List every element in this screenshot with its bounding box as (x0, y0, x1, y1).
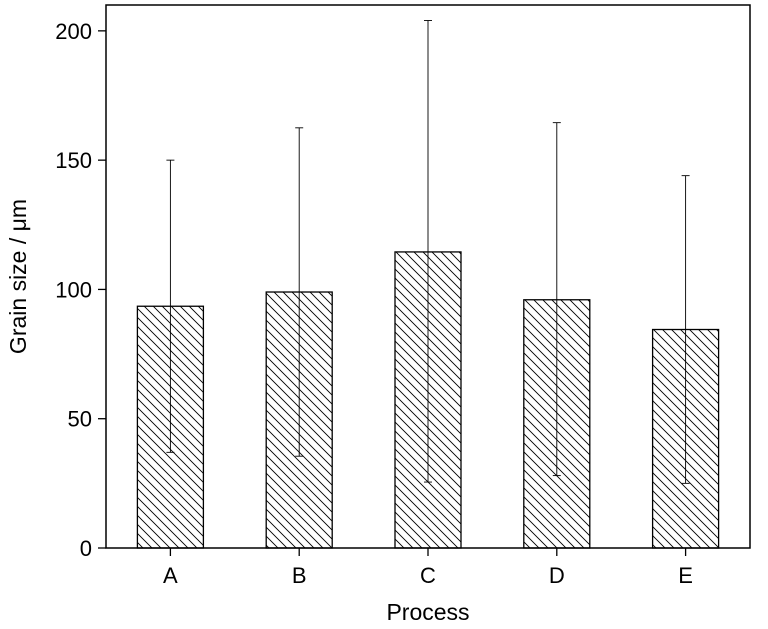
error-bar-A (166, 159, 175, 453)
x-tick-label-B: B (292, 563, 307, 588)
error-bar-D (552, 122, 561, 477)
y-tick-label-150: 150 (55, 148, 92, 173)
error-bar-C (424, 20, 432, 483)
error-bars-layer (166, 20, 690, 484)
x-tick-label-D: D (549, 563, 565, 588)
x-tick-label-C: C (420, 563, 436, 588)
y-tick-label-100: 100 (55, 277, 92, 302)
error-bar-B (295, 127, 304, 457)
y-axis: 0 50 100 150 200 (55, 19, 106, 561)
y-tick-label-200: 200 (55, 19, 92, 44)
x-tick-label-A: A (163, 563, 178, 588)
x-axis-title: Process (386, 599, 469, 625)
y-tick-label-0: 0 (80, 536, 92, 561)
y-axis-title: Grain size / μm (5, 199, 31, 354)
x-tick-label-E: E (678, 563, 693, 588)
y-tick-label-50: 50 (68, 407, 92, 432)
error-bar-E (681, 175, 690, 484)
x-axis: A B C D E (163, 548, 693, 588)
